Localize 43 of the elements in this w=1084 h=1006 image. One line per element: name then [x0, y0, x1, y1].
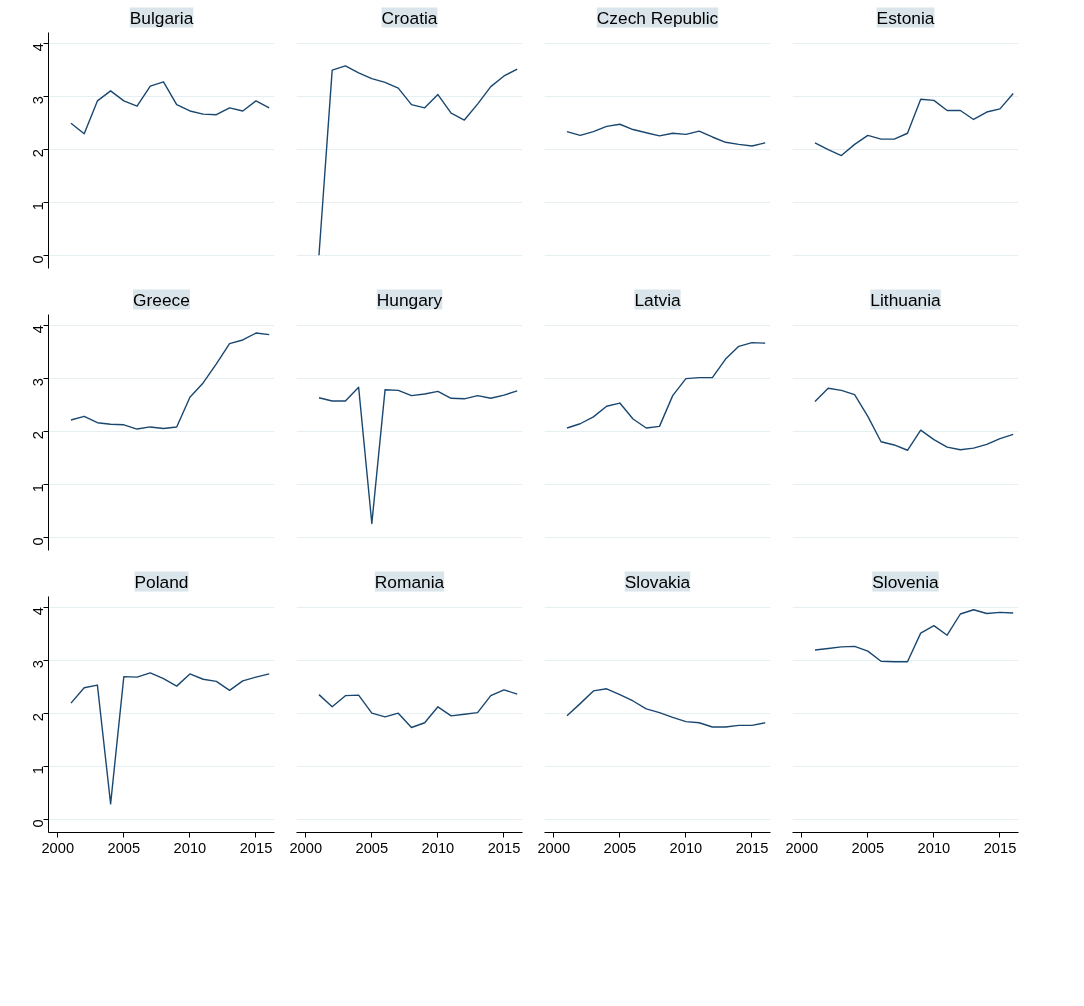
x-tick-label: 2000	[289, 839, 323, 856]
chart-title: Slovenia	[872, 571, 940, 592]
chart-title: Poland	[134, 571, 189, 592]
chart-title: Estonia	[876, 7, 935, 28]
chart-title: Croatia	[381, 7, 438, 28]
y-tick-label: 1	[30, 484, 47, 493]
x-tick-label: 2005	[851, 839, 885, 856]
y-tick-label: 2	[30, 149, 47, 158]
y-tick-label: 3	[30, 378, 47, 387]
chart-title: Czech Republic	[596, 7, 719, 28]
y-tick-label: 4	[30, 607, 47, 616]
y-tick-label: 2	[30, 713, 47, 722]
x-tick-label: 2010	[669, 839, 703, 856]
chart-title: Latvia	[634, 289, 681, 310]
chart-title: Hungary	[376, 289, 443, 310]
x-tick-label: 2000	[41, 839, 75, 856]
x-tick-label: 2015	[983, 839, 1017, 856]
y-tick-label: 1	[30, 202, 47, 211]
chart-title: Greece	[133, 289, 190, 310]
x-tick-label: 2005	[355, 839, 389, 856]
x-tick-label: 2000	[537, 839, 571, 856]
x-tick-label: 2010	[421, 839, 455, 856]
x-tick-label: 2005	[603, 839, 637, 856]
x-tick-label: 2000	[785, 839, 819, 856]
y-tick-label: 3	[30, 96, 47, 105]
y-tick-label: 0	[30, 819, 47, 828]
chart-title: Slovakia	[624, 571, 691, 592]
y-tick-label: 1	[30, 766, 47, 775]
y-tick-label: 4	[30, 43, 47, 52]
y-tick-label: 2	[30, 431, 47, 440]
y-tick-label: 0	[30, 255, 47, 264]
chart-title: Bulgaria	[129, 7, 194, 28]
x-tick-label: 2010	[917, 839, 951, 856]
y-tick-label: 4	[30, 325, 47, 334]
x-tick-label: 2010	[173, 839, 207, 856]
y-tick-label: 0	[30, 537, 47, 546]
x-tick-label: 2005	[107, 839, 141, 856]
y-tick-label: 3	[30, 660, 47, 669]
x-tick-label: 2015	[487, 839, 521, 856]
x-tick-label: 2015	[239, 839, 273, 856]
chart-title: Romania	[374, 571, 445, 592]
chart-title: Lithuania	[870, 289, 942, 310]
x-tick-label: 2015	[735, 839, 769, 856]
